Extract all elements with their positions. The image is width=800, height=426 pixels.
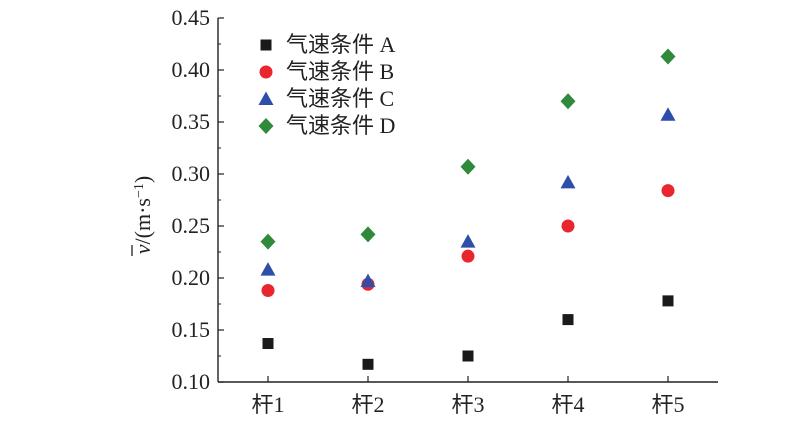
data-point — [360, 273, 376, 288]
data-point — [460, 158, 476, 175]
data-point — [560, 93, 576, 110]
x-tick-label: 杆4 — [551, 392, 584, 417]
data-point — [362, 358, 374, 370]
data-point — [661, 184, 675, 198]
data-point — [260, 233, 276, 250]
data-point — [560, 174, 576, 189]
y-axis-label: v/(m·s−1) — [130, 176, 155, 254]
legend-item: 气速条件 C — [258, 86, 394, 111]
data-point — [660, 107, 676, 121]
y-axis-unit-close: ) — [130, 176, 155, 183]
data-point — [261, 283, 275, 297]
y-tick-label: 0.45 — [172, 5, 211, 30]
y-tick-label: 0.25 — [172, 213, 211, 238]
data-point — [562, 314, 574, 326]
y-axis-unit-superscript: −1 — [132, 183, 147, 198]
legend-item: 气速条件 D — [258, 113, 395, 138]
legend-marker — [260, 39, 272, 51]
data-point — [260, 262, 276, 276]
y-axis-unit-open: /(m·s — [130, 198, 155, 244]
y-tick-label: 0.10 — [172, 369, 211, 394]
data-point — [461, 249, 475, 263]
data-point — [660, 48, 676, 65]
legend-label: 气速条件 B — [286, 59, 394, 84]
y-tick-label: 0.20 — [172, 265, 211, 290]
series-c — [260, 107, 676, 288]
series-d — [260, 48, 676, 250]
ticks: 0.10 0.15 0.20 0.25 0.30 0.35 0.40 0.45 杆1 杆2 杆3 杆4… — [172, 5, 685, 417]
x-tick-label: 杆1 — [251, 392, 284, 417]
x-tick-label: 杆3 — [451, 392, 484, 417]
y-axis-symbol: v — [130, 244, 155, 254]
data-point — [561, 219, 575, 233]
data-point — [462, 350, 474, 362]
legend-label: 气速条件 A — [286, 32, 396, 57]
data-point — [662, 295, 674, 307]
legend-label: 气速条件 D — [286, 113, 395, 138]
data-points — [260, 48, 676, 370]
y-tick-label: 0.15 — [172, 317, 211, 342]
y-tick-label: 0.40 — [172, 57, 211, 82]
x-tick-label: 杆5 — [651, 392, 684, 417]
legend-item: 气速条件 B — [259, 59, 394, 84]
x-tick-label: 杆2 — [351, 392, 384, 417]
y-tick-label: 0.35 — [172, 109, 211, 134]
data-point — [460, 234, 476, 248]
legend-label: 气速条件 C — [286, 86, 394, 111]
y-tick-label: 0.30 — [172, 161, 211, 186]
legend-item: 气速条件 A — [260, 32, 396, 57]
data-point — [360, 226, 376, 243]
data-point — [262, 338, 274, 350]
series-a — [262, 295, 674, 370]
legend-marker — [258, 118, 274, 134]
legend-marker — [258, 91, 274, 105]
legend-marker — [259, 65, 273, 79]
